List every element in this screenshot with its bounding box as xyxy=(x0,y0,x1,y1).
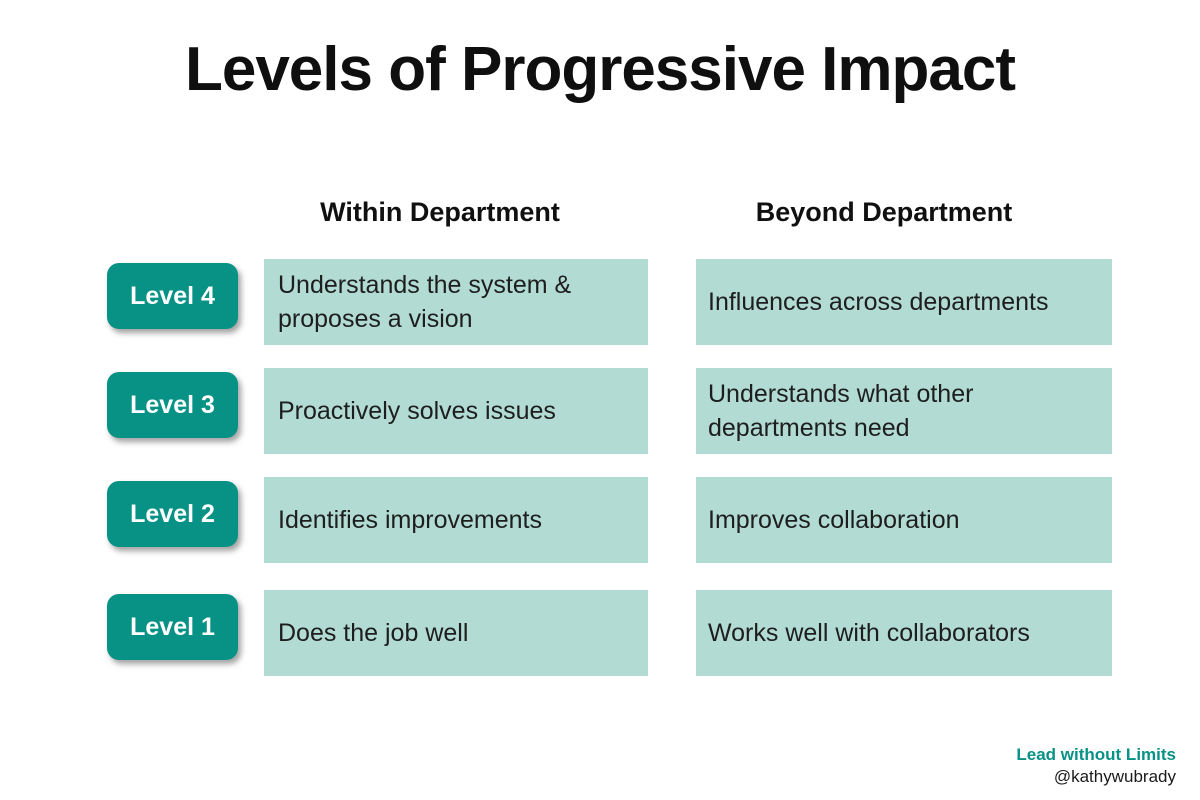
level-3-beyond-text: Understands what other departments need xyxy=(708,379,974,443)
level-2-badge: Level 2 xyxy=(107,481,238,547)
column-header-within-department: Within Department xyxy=(320,197,560,227)
level-1-within-text: Does the job well xyxy=(278,618,469,647)
level-2-within-text: Identifies improvements xyxy=(278,505,543,534)
level-4-within-text: Understands the system & proposes a visi… xyxy=(278,270,572,334)
level-1-within-cell: Does the job well xyxy=(264,590,648,676)
level-2-within-cell: Identifies improvements xyxy=(264,477,648,563)
table-row-level-4: Level 4 Understands the system & propose… xyxy=(0,259,1200,346)
level-2-beyond-text: Improves collaboration xyxy=(708,505,960,534)
level-1-badge: Level 1 xyxy=(107,594,238,660)
level-3-badge-label: Level 3 xyxy=(130,390,215,419)
column-header-beyond-department: Beyond Department xyxy=(755,197,1013,227)
page-title: Levels of Progressive Impact xyxy=(184,35,1016,104)
footer-credit: Lead without Limits @kathywubrady xyxy=(1016,744,1176,788)
level-4-beyond-cell: Influences across departments xyxy=(696,259,1112,345)
level-2-beyond-cell: Improves collaboration xyxy=(696,477,1112,563)
social-handle: @kathywubrady xyxy=(1053,767,1176,787)
level-3-beyond-cell: Understands what other departments need xyxy=(696,368,1112,454)
level-4-badge: Level 4 xyxy=(107,263,238,329)
level-2-badge-label: Level 2 xyxy=(130,499,215,528)
level-1-beyond-text: Works well with collaborators xyxy=(708,618,1030,647)
brand-name: Lead without Limits xyxy=(1016,745,1176,764)
level-4-within-cell: Understands the system & proposes a visi… xyxy=(264,259,648,345)
table-row-level-1: Level 1 Does the job well Works well wit… xyxy=(0,590,1200,677)
table-row-level-3: Level 3 Proactively solves issues Unders… xyxy=(0,368,1200,455)
table-row-level-2: Level 2 Identifies improvements Improves… xyxy=(0,477,1200,564)
level-1-badge-label: Level 1 xyxy=(130,612,215,641)
level-4-badge-label: Level 4 xyxy=(130,281,215,310)
level-1-beyond-cell: Works well with collaborators xyxy=(696,590,1112,676)
level-3-within-text: Proactively solves issues xyxy=(278,396,556,425)
level-3-badge: Level 3 xyxy=(107,372,238,438)
level-3-within-cell: Proactively solves issues xyxy=(264,368,648,454)
level-4-beyond-text: Influences across departments xyxy=(708,287,1049,316)
